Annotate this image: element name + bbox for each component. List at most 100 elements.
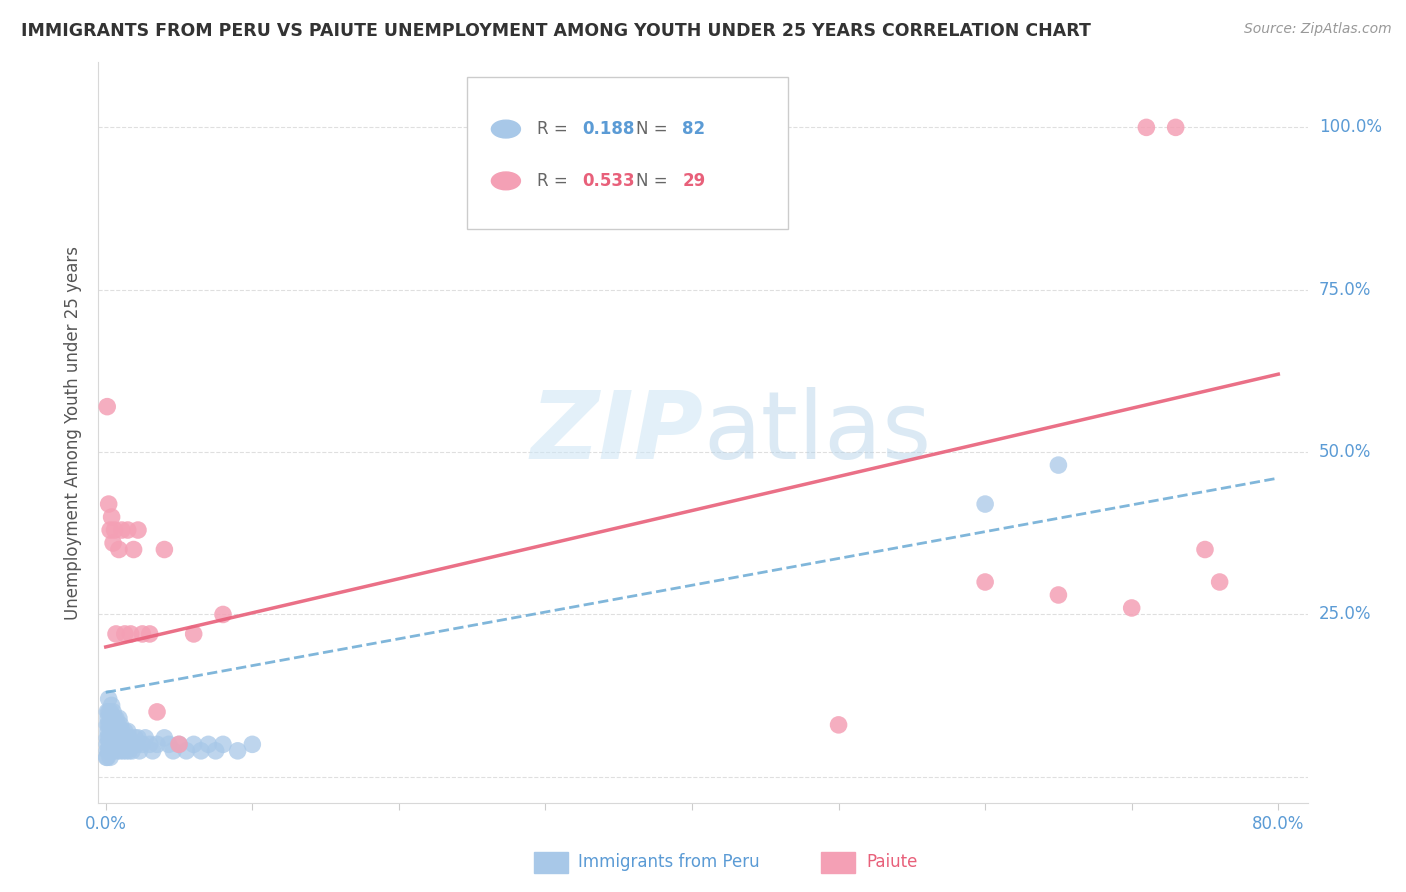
Point <box>212 737 235 751</box>
Point <box>96 744 118 758</box>
Point <box>107 731 129 745</box>
Point <box>1135 120 1157 135</box>
Point <box>121 744 143 758</box>
Point <box>1047 458 1070 472</box>
Point <box>101 731 124 745</box>
Point <box>98 718 121 732</box>
Point <box>101 718 124 732</box>
Point <box>108 724 131 739</box>
Point <box>100 737 122 751</box>
Point <box>120 627 142 641</box>
Point <box>105 627 128 641</box>
Point <box>100 724 122 739</box>
Point <box>974 497 997 511</box>
Point <box>108 737 131 751</box>
Point <box>127 523 149 537</box>
Point <box>97 705 120 719</box>
Point <box>128 744 150 758</box>
Point <box>112 744 135 758</box>
Point <box>112 731 135 745</box>
Point <box>204 744 226 758</box>
Point <box>107 744 129 758</box>
Point <box>146 705 169 719</box>
Text: N =: N = <box>637 120 673 138</box>
Point <box>96 705 118 719</box>
Point <box>98 523 121 537</box>
Point <box>122 737 145 751</box>
Point <box>97 724 120 739</box>
Point <box>1208 574 1230 589</box>
Point <box>183 737 205 751</box>
Point <box>142 744 165 758</box>
Point <box>105 711 128 725</box>
Point <box>167 737 190 751</box>
Point <box>212 607 235 622</box>
Point <box>103 737 125 751</box>
Point <box>974 574 997 589</box>
Point <box>1164 120 1187 135</box>
Text: atlas: atlas <box>703 386 931 479</box>
Point <box>125 737 148 751</box>
Point <box>138 627 160 641</box>
Point <box>107 718 129 732</box>
Point <box>96 750 118 764</box>
Point <box>1194 542 1216 557</box>
Point <box>120 737 142 751</box>
Point <box>110 718 132 732</box>
Point <box>97 731 120 745</box>
Point <box>103 523 125 537</box>
Text: 100.0%: 100.0% <box>1319 119 1382 136</box>
Point <box>96 731 118 745</box>
Point <box>98 731 121 745</box>
Point <box>105 737 128 751</box>
Point <box>100 510 122 524</box>
Point <box>115 731 138 745</box>
Point <box>101 705 124 719</box>
Circle shape <box>492 120 520 138</box>
Point <box>96 718 118 732</box>
Circle shape <box>492 172 520 190</box>
Point <box>97 497 120 511</box>
Point <box>124 731 146 745</box>
Point <box>111 724 134 739</box>
Point <box>100 724 122 739</box>
Point <box>1047 588 1070 602</box>
Text: 75.0%: 75.0% <box>1319 281 1371 299</box>
Point <box>103 724 125 739</box>
Point <box>240 737 263 751</box>
Text: 82: 82 <box>682 120 706 138</box>
Bar <box>534 853 568 873</box>
Point <box>108 711 131 725</box>
Point <box>110 744 132 758</box>
Point <box>114 627 136 641</box>
Y-axis label: Unemployment Among Youth under 25 years: Unemployment Among Youth under 25 years <box>65 245 83 620</box>
Point <box>117 523 139 537</box>
Point <box>167 737 190 751</box>
Point <box>96 750 118 764</box>
Point <box>131 737 153 751</box>
Text: R =: R = <box>537 120 574 138</box>
Point <box>226 744 249 758</box>
Bar <box>821 853 855 873</box>
Point <box>97 718 120 732</box>
Text: N =: N = <box>637 172 673 190</box>
Point <box>117 737 139 751</box>
Text: Source: ZipAtlas.com: Source: ZipAtlas.com <box>1244 22 1392 37</box>
Point <box>111 523 134 537</box>
Point <box>98 705 121 719</box>
Point <box>100 698 122 713</box>
Point <box>98 737 121 751</box>
Point <box>827 718 849 732</box>
Point <box>101 744 124 758</box>
Point <box>97 692 120 706</box>
Point <box>183 627 205 641</box>
Text: 0.188: 0.188 <box>582 120 634 138</box>
Point <box>134 731 156 745</box>
Point <box>162 744 184 758</box>
Point <box>103 711 125 725</box>
Point <box>98 750 121 764</box>
Point <box>110 731 132 745</box>
Point <box>115 744 138 758</box>
Point <box>114 737 136 751</box>
Point <box>118 744 141 758</box>
